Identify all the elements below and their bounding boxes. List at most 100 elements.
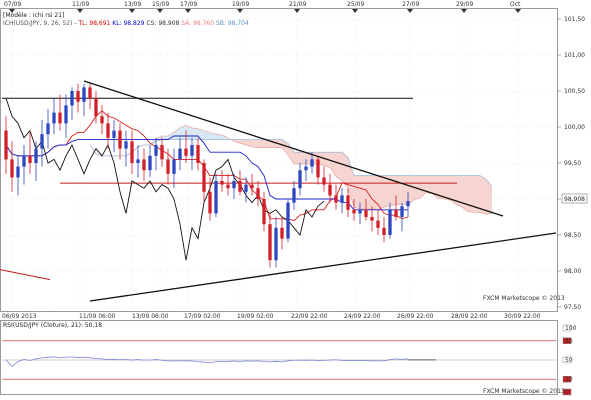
candle-body: [88, 87, 92, 99]
candle-body: [400, 206, 404, 217]
cloud-segment: [342, 152, 348, 189]
trendlines: [83, 80, 557, 302]
top-date-axis: 07/09 11/09 13/09 15/09 17/09 19/09 21/09 25/09…: [4, 1, 521, 13]
bottom-date-label: 28/09 22:00: [451, 313, 488, 320]
price-tick-label: 100,50: [564, 88, 585, 95]
cloud-segment: [210, 132, 216, 140]
cloud-segment: [258, 139, 264, 148]
rsi-level-marker: [562, 388, 572, 396]
candle-body: [262, 199, 266, 225]
price-axis: 101,50101,00100,50100,0099,5099,0098,509…: [557, 16, 585, 311]
candle-body: [148, 155, 152, 171]
candle-body: [136, 159, 140, 163]
candle-body: [340, 195, 344, 203]
top-date-label: 21/09: [289, 1, 306, 8]
cloud-segment: [480, 175, 486, 215]
ascending-trendline: [89, 232, 557, 302]
cloud-segment: [438, 175, 444, 199]
top-date-label: 29/09: [456, 1, 473, 8]
legend-entry: CS: 98,908: [144, 20, 179, 27]
cloud-segment: [162, 136, 168, 140]
rsi-axis: 100 80 50 20 0: [562, 324, 577, 396]
candle-body: [196, 145, 200, 163]
rsi-level-label: 0: [565, 389, 569, 396]
candle-body: [76, 91, 80, 102]
cloud-segment: [198, 128, 204, 140]
model-label: [Modèle : ichi rsi 21]: [3, 12, 64, 19]
cloud-segment: [396, 175, 402, 205]
candle-body: [208, 191, 212, 214]
candle-body: [166, 159, 170, 174]
cloud-segment: [408, 175, 414, 205]
watermark: FXCM Marketscope © 2013: [483, 295, 565, 302]
old-support-segment: [0, 269, 51, 281]
rsi-levels: [2, 340, 556, 380]
candle-body: [286, 202, 290, 239]
cloud-segment: [246, 139, 252, 147]
bottom-date-label: 11/09 06:00: [79, 313, 116, 320]
cloud-segment: [234, 139, 240, 144]
rsi-level-label: 80: [565, 338, 573, 345]
top-date-label: 15/09: [152, 1, 169, 8]
date-marker-icon: [77, 9, 83, 13]
candle-body: [406, 201, 410, 207]
rsi-level-label: 100: [565, 325, 577, 332]
price-tick-label: 98,50: [564, 232, 581, 239]
legend-entry: TL: 98,691: [77, 20, 111, 27]
rsi-level-marker: [562, 376, 572, 383]
top-date-label: 25/09: [347, 1, 364, 8]
candle-body: [40, 134, 44, 149]
descending-trendline: [83, 80, 504, 217]
indicator-legend: ICH(USD/JPY, 9, 26, 52) - TL: 98,691 KL:…: [3, 20, 249, 27]
candle-body: [238, 181, 242, 192]
candle-body: [310, 159, 314, 167]
candle-body: [346, 195, 350, 210]
cloud-segment: [360, 175, 366, 209]
rsi-pane: [0, 320, 558, 395]
top-date-label: 17/09: [180, 1, 197, 8]
cloud-segment: [288, 143, 294, 164]
candle-body: [322, 177, 326, 185]
candle-body: [202, 163, 206, 192]
candle-body: [382, 227, 386, 235]
cloud-segment: [426, 175, 432, 194]
candle-body: [298, 170, 302, 189]
cloud-segment: [384, 175, 390, 208]
date-marker-icon: [515, 9, 521, 13]
rsi-watermark: FXCM Marketscope © 2013: [483, 388, 565, 395]
legend-entry: KL: 98,829: [110, 20, 144, 27]
rsi-line: [5, 356, 409, 367]
bottom-date-label: 30/09 22:00: [504, 313, 541, 320]
date-marker-icon: [294, 9, 300, 13]
cloud-segment: [174, 127, 180, 140]
bottom-date-label: 26/09 22:00: [397, 313, 434, 320]
current-price-label: 98,908: [564, 196, 585, 203]
legend-entry: ICH(USD/JPY, 9, 26, 52) -: [3, 20, 77, 27]
bottom-date-label: 22/09 22:00: [291, 313, 328, 320]
cloud-segment: [468, 175, 474, 213]
candle-body: [280, 227, 284, 239]
candle-body: [34, 148, 38, 163]
cloud-segment: [354, 175, 360, 209]
candle-body: [178, 148, 182, 160]
candle-body: [292, 188, 296, 203]
candle-body: [394, 209, 398, 217]
rsi-level-marker: [562, 337, 572, 344]
candle-body: [256, 188, 260, 199]
candle-body: [316, 159, 320, 178]
candle-body: [46, 123, 50, 135]
cloud-segment: [486, 179, 492, 215]
price-pane: [0, 8, 558, 312]
candle-body: [82, 87, 86, 102]
price-tick-label: 97,50: [564, 304, 581, 311]
candle-body: [58, 112, 62, 124]
candle-body: [304, 166, 308, 171]
bottom-date-label: 13/09 06:00: [132, 313, 169, 320]
candle-body: [268, 224, 272, 261]
rsi-level-marker: [562, 356, 572, 364]
top-date-label: 27/09: [402, 1, 419, 8]
date-marker-icon: [157, 9, 163, 13]
candle-body: [112, 130, 116, 138]
candle-body: [244, 184, 248, 192]
candle-body: [352, 209, 356, 214]
